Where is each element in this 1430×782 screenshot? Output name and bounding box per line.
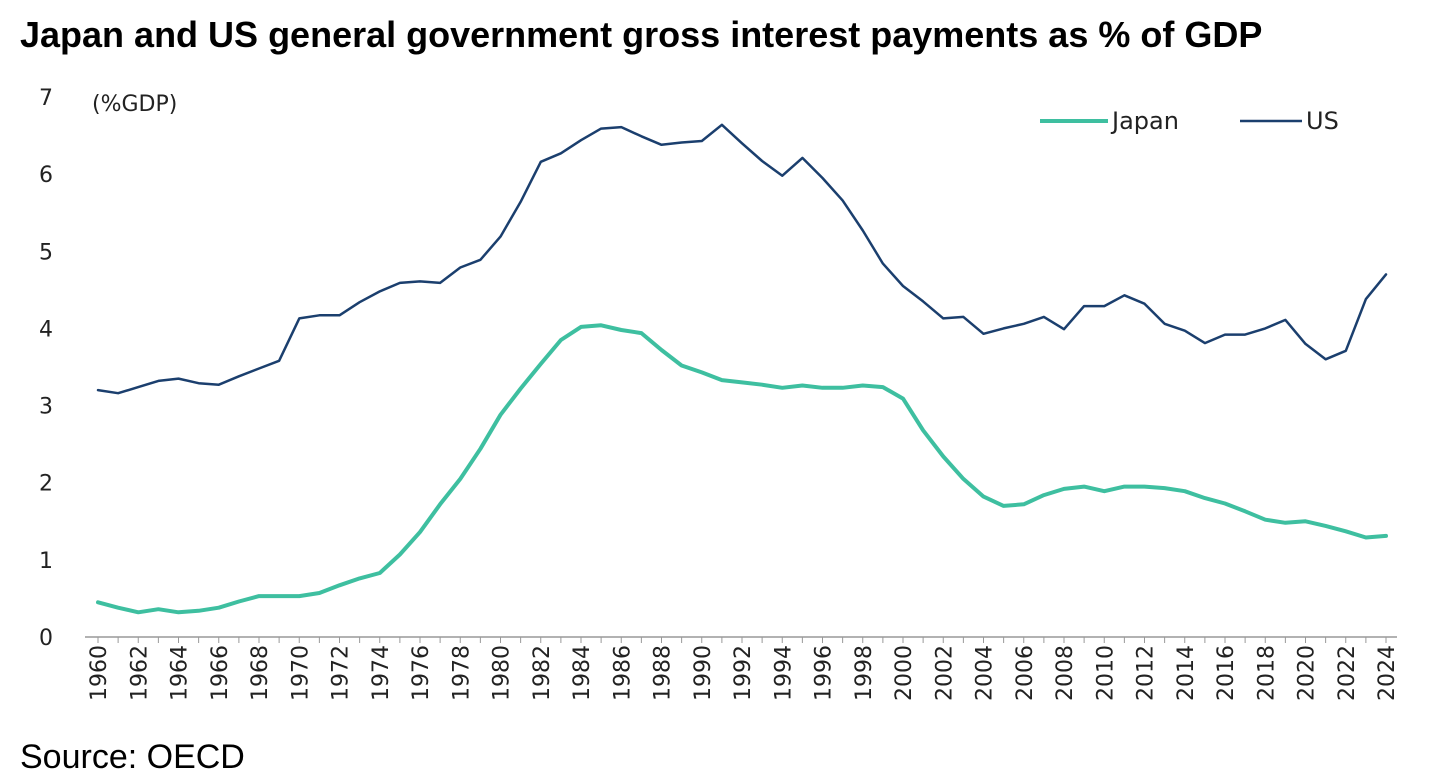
y-tick-label: 5 <box>39 240 53 265</box>
y-tick-label: 1 <box>39 549 53 574</box>
y-axis-unit-label: (%GDP) <box>92 92 177 117</box>
x-tick-label: 2016 <box>1214 645 1239 701</box>
x-tick-label: 1972 <box>329 645 354 701</box>
x-tick-label: 1960 <box>87 645 112 701</box>
x-tick-label: 1964 <box>168 645 193 701</box>
x-tick-label: 1976 <box>409 645 434 701</box>
x-tick-label: 1988 <box>651 645 676 701</box>
x-tick-label: 1962 <box>127 645 152 701</box>
x-tick-label: 1994 <box>771 645 796 701</box>
y-axis-ticks: 0 1 2 3 4 5 6 7 <box>39 86 53 651</box>
x-tick-label: 2020 <box>1295 645 1320 701</box>
x-tick-label: 2002 <box>932 645 957 701</box>
x-tick-label: 1996 <box>812 645 837 701</box>
legend: Japan US <box>1040 107 1339 135</box>
x-tick-label: 2012 <box>1134 645 1159 701</box>
x-tick-label: 2008 <box>1053 645 1078 701</box>
x-tick-label: 1974 <box>369 645 394 701</box>
y-tick-label: 2 <box>39 472 53 497</box>
y-tick-label: 4 <box>39 317 53 342</box>
x-tick-label: 2004 <box>973 645 998 701</box>
x-tick-label: 2006 <box>1013 645 1038 701</box>
series-line-japan <box>96 323 1388 615</box>
series-lines <box>96 123 1388 615</box>
x-tick-label: 1984 <box>570 645 595 701</box>
x-tick-label: 2024 <box>1375 645 1400 701</box>
y-tick-label: 7 <box>39 86 53 111</box>
legend-label-us: US <box>1306 107 1339 135</box>
x-tick-label: 1980 <box>490 645 515 701</box>
chart-title: Japan and US general government gross in… <box>20 14 1263 55</box>
series-line-us <box>96 123 1388 395</box>
x-tick-label: 1982 <box>530 645 555 701</box>
y-tick-label: 3 <box>39 395 53 420</box>
x-tick-label: 1992 <box>731 645 756 701</box>
x-tick-label: 1998 <box>852 645 877 701</box>
x-tick-label: 1970 <box>288 645 313 701</box>
x-tick-label: 1978 <box>449 645 474 701</box>
x-tick-label: 1990 <box>691 645 716 701</box>
x-tick-label: 2022 <box>1335 645 1360 701</box>
x-tick-label: 2000 <box>892 645 917 701</box>
legend-label-japan: Japan <box>1110 107 1179 135</box>
source-note: Source: OECD <box>20 738 245 776</box>
x-axis-ticks: 1960 1962 1964 1966 1968 1970 1972 1974 1976 1978… <box>87 637 1400 701</box>
x-tick-label: 2014 <box>1174 645 1199 701</box>
x-tick-label: 1986 <box>610 645 635 701</box>
y-tick-label: 6 <box>39 163 53 188</box>
y-tick-label: 0 <box>39 626 53 651</box>
x-tick-label: 1966 <box>208 645 233 701</box>
x-tick-label: 2010 <box>1093 645 1118 701</box>
x-tick-label: 1968 <box>248 645 273 701</box>
x-tick-label: 2018 <box>1254 645 1279 701</box>
